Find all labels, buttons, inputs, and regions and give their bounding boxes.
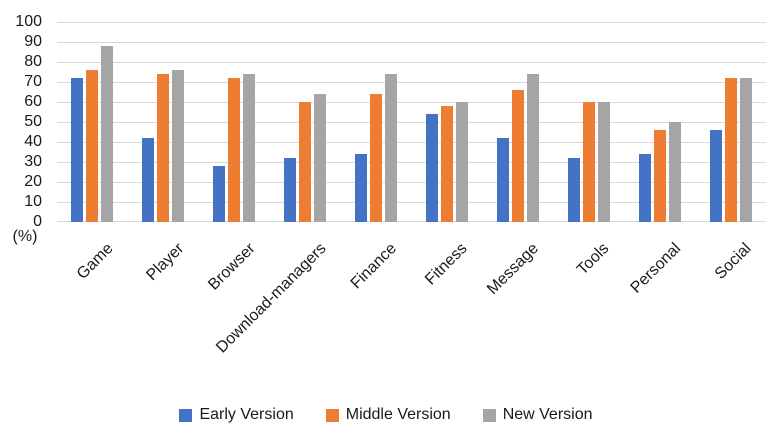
x-category-label-player: Player [143, 240, 188, 285]
y-tick-label: 40 [24, 133, 42, 150]
bar-early-version-fitness [425, 114, 438, 222]
legend: Early Version Middle Version New Version [0, 406, 772, 424]
bar-new-version-browser [243, 74, 256, 222]
gridline [57, 42, 766, 43]
y-tick-label: 0 [33, 213, 42, 230]
bar-early-version-personal [638, 154, 651, 222]
bar-early-version-finance [355, 154, 368, 222]
legend-swatch-icon [179, 408, 193, 422]
gridline [57, 102, 766, 103]
bar-early-version-message [496, 138, 509, 222]
bar-middle-version-player [157, 74, 170, 222]
bar-new-version-tools [597, 102, 610, 222]
gridline [57, 202, 766, 203]
bar-early-version-tools [567, 158, 580, 222]
bar-middle-version-browser [228, 78, 241, 222]
x-category-label-fitness: Fitness [422, 240, 471, 289]
bar-middle-version-personal [653, 130, 666, 222]
plot-area [57, 22, 766, 222]
legend-item-early-version: Early Version [179, 406, 294, 424]
legend-swatch-icon [325, 408, 339, 422]
bar-early-version-download-managers [284, 158, 297, 222]
gridline [57, 162, 766, 163]
legend-item-new-version: New Version [482, 406, 593, 424]
legend-item-middle-version: Middle Version [325, 406, 451, 424]
bar-new-version-finance [385, 74, 398, 222]
bar-early-version-social [709, 130, 722, 222]
bar-early-version-browser [213, 166, 226, 222]
bar-middle-version-download-managers [299, 102, 312, 222]
bar-group-download-managers [270, 22, 341, 222]
bar-new-version-fitness [455, 102, 468, 222]
y-tick-label: 30 [24, 153, 42, 170]
gridline [57, 62, 766, 63]
bar-group-fitness [412, 22, 483, 222]
bar-early-version-game [71, 78, 84, 222]
bar-group-social [695, 22, 766, 222]
x-category-label-finance: Finance [347, 240, 401, 293]
bar-new-version-download-managers [314, 94, 327, 222]
bar-middle-version-finance [370, 94, 383, 222]
gridline [57, 122, 766, 123]
gridline [57, 82, 766, 83]
x-category-label-personal: Personal [626, 240, 684, 297]
x-category-label-browser: Browser [204, 240, 259, 294]
legend-label: Middle Version [345, 406, 451, 423]
bar-middle-version-social [724, 78, 737, 222]
x-category-label-tools: Tools [574, 240, 613, 279]
y-tick-label: 70 [24, 73, 42, 90]
bar-new-version-social [739, 78, 752, 222]
bar-group-finance [341, 22, 412, 222]
y-axis-unit-label: (%) [12, 228, 38, 245]
bar-group-tools [553, 22, 624, 222]
bar-middle-version-fitness [440, 106, 453, 222]
legend-swatch-icon [482, 408, 496, 422]
bar-new-version-message [526, 74, 539, 222]
y-tick-label: 10 [24, 193, 42, 210]
y-tick-label: 100 [15, 13, 42, 30]
bar-middle-version-message [511, 90, 524, 222]
gridline [57, 221, 766, 222]
bar-middle-version-game [86, 70, 99, 222]
bar-group-personal [624, 22, 695, 222]
bar-new-version-game [101, 46, 114, 222]
y-tick-label: 50 [24, 113, 42, 130]
x-category-label-game: Game [73, 240, 117, 283]
bar-group-browser [199, 22, 270, 222]
bar-group-player [128, 22, 199, 222]
gridline [57, 142, 766, 143]
x-category-label-message: Message [483, 240, 542, 298]
gridline [57, 182, 766, 183]
bar-group-message [482, 22, 553, 222]
bar-new-version-personal [668, 122, 681, 222]
y-tick-label: 90 [24, 33, 42, 50]
y-tick-label: 80 [24, 53, 42, 70]
bar-group-game [57, 22, 128, 222]
gridline [57, 22, 766, 23]
legend-label: New Version [502, 406, 593, 423]
y-tick-label: 60 [24, 93, 42, 110]
bar-middle-version-tools [582, 102, 595, 222]
bar-early-version-player [142, 138, 155, 222]
x-category-label-social: Social [711, 240, 755, 283]
y-tick-label: 20 [24, 173, 42, 190]
bar-new-version-player [172, 70, 185, 222]
legend-label: Early Version [199, 406, 294, 423]
